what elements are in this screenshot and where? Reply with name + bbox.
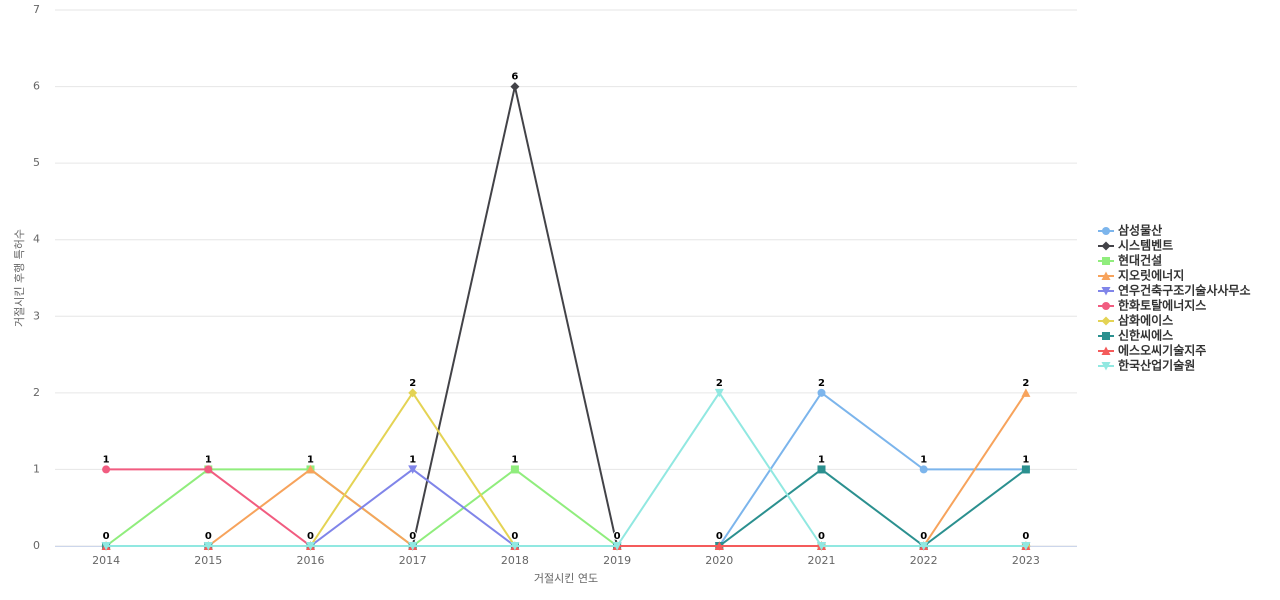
x-tick-label: 2014 xyxy=(92,554,120,567)
data-label: 2 xyxy=(1022,378,1029,389)
y-tick-label: 7 xyxy=(33,3,40,16)
point xyxy=(1021,465,1030,474)
x-tick-label: 2016 xyxy=(297,554,325,567)
x-tick-label: 2021 xyxy=(808,554,836,567)
x-tick-label: 2019 xyxy=(603,554,631,567)
y-tick-label: 6 xyxy=(33,80,40,93)
x-axis-title: 거절시킨 연도 xyxy=(534,572,598,585)
data-label: 0 xyxy=(511,531,518,542)
legend-marker xyxy=(1101,346,1111,355)
legend-marker xyxy=(1101,287,1111,296)
data-label: 2 xyxy=(409,378,416,389)
legend-marker xyxy=(1101,271,1111,280)
point xyxy=(919,465,928,474)
legend-label: 삼성물산 xyxy=(1118,223,1162,238)
y-tick-label: 5 xyxy=(33,156,40,169)
point xyxy=(306,464,315,474)
point xyxy=(1021,388,1031,397)
data-label: 0 xyxy=(920,531,927,542)
x-tick-label: 2015 xyxy=(194,554,222,567)
x-tick-label: 2020 xyxy=(705,554,733,567)
point xyxy=(817,388,826,397)
data-label: 0 xyxy=(205,531,212,542)
point xyxy=(1021,542,1031,551)
data-label: 2 xyxy=(716,378,723,389)
y-tick-label: 4 xyxy=(33,233,40,246)
legend-marker xyxy=(1102,302,1110,310)
legend-marker xyxy=(1101,362,1111,371)
y-tick-label: 3 xyxy=(33,309,40,322)
point xyxy=(510,465,519,474)
data-label: 6 xyxy=(511,72,518,83)
legend-label: 한화토탈에너지스 xyxy=(1118,298,1206,313)
data-label: 2 xyxy=(818,378,825,389)
y-tick-label: 1 xyxy=(33,462,40,475)
data-label: 1 xyxy=(818,454,825,465)
legend-label: 에스오씨기술지주 xyxy=(1118,343,1206,358)
point xyxy=(817,542,826,551)
data-label: 0 xyxy=(307,531,314,542)
point xyxy=(204,465,213,474)
legend-marker xyxy=(1102,332,1110,340)
data-label: 1 xyxy=(205,454,212,465)
data-label: 1 xyxy=(307,454,314,465)
legend-label: 시스템벤트 xyxy=(1118,238,1173,253)
data-label: 0 xyxy=(1022,531,1029,542)
x-tick-label: 2017 xyxy=(399,554,427,567)
point xyxy=(510,542,520,551)
point xyxy=(102,465,111,474)
series-line xyxy=(106,391,1026,547)
legend-marker xyxy=(1101,316,1111,326)
data-label: 0 xyxy=(103,531,110,542)
point xyxy=(714,388,724,398)
data-label: 1 xyxy=(920,454,927,465)
point xyxy=(817,465,826,474)
point xyxy=(510,82,520,92)
legend-label: 연우건축구조기술사사무소 xyxy=(1118,283,1250,298)
x-tick-label: 2023 xyxy=(1012,554,1040,567)
point xyxy=(408,542,418,551)
y-tick-label: 0 xyxy=(33,539,40,552)
legend-marker xyxy=(1102,257,1110,265)
data-label: 1 xyxy=(511,454,518,465)
series-line xyxy=(105,468,1026,548)
x-tick-label: 2022 xyxy=(910,554,938,567)
y-tick-label: 2 xyxy=(33,386,40,399)
x-tick-label: 2018 xyxy=(501,554,529,567)
legend-label: 지오릿에너지 xyxy=(1118,268,1184,283)
data-label: 0 xyxy=(818,531,825,542)
point xyxy=(714,541,724,550)
y-axis-title: 거절시킨 후행 특허수 xyxy=(13,229,26,327)
data-label: 0 xyxy=(614,531,621,542)
legend-label: 한국산업기술원 xyxy=(1118,358,1195,373)
point xyxy=(612,542,622,551)
data-label: 1 xyxy=(103,454,110,465)
data-label: 1 xyxy=(409,454,416,465)
data-label: 1 xyxy=(1022,454,1029,465)
legend-marker xyxy=(1101,241,1111,251)
point xyxy=(203,542,213,551)
data-label: 0 xyxy=(716,531,723,542)
point xyxy=(306,542,315,551)
point xyxy=(919,542,929,551)
point xyxy=(408,388,418,398)
point xyxy=(101,542,111,551)
point xyxy=(408,465,418,474)
legend-label: 현대건설 xyxy=(1118,253,1162,268)
legend-marker xyxy=(1102,227,1110,235)
legend-label: 신한씨에스 xyxy=(1118,328,1173,343)
legend-label: 삼화에이스 xyxy=(1118,313,1173,328)
series-group xyxy=(101,82,1031,551)
data-label: 0 xyxy=(409,531,416,542)
